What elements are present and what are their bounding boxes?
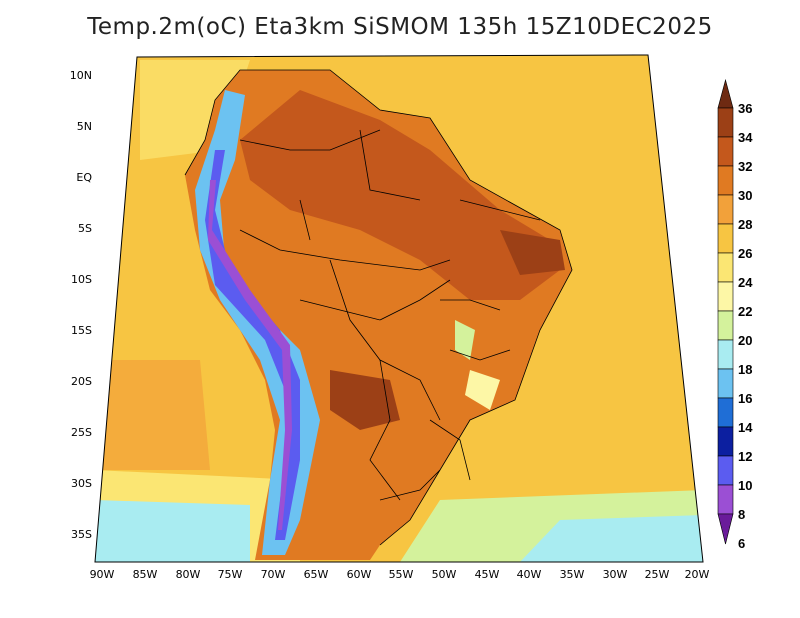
colorbar-label: 6 bbox=[738, 536, 745, 551]
lat-tick: 10S bbox=[71, 273, 92, 286]
lat-tick: 25S bbox=[71, 426, 92, 439]
colorbar-label: 16 bbox=[738, 391, 752, 406]
colorbar-label: 18 bbox=[738, 362, 752, 377]
colorbar-box bbox=[717, 107, 734, 138]
lon-tick: 40W bbox=[517, 568, 542, 581]
lon-tick: 35W bbox=[560, 568, 585, 581]
colorbar-box bbox=[717, 281, 734, 312]
lat-tick: 35S bbox=[71, 528, 92, 541]
lon-tick: 65W bbox=[304, 568, 329, 581]
colorbar-label: 12 bbox=[738, 449, 752, 464]
colorbar-box bbox=[717, 194, 734, 225]
colorbar-box bbox=[717, 368, 734, 399]
colorbar-label: 32 bbox=[738, 159, 752, 174]
colorbar-box bbox=[717, 397, 734, 428]
colorbar-label: 8 bbox=[738, 507, 745, 522]
colorbar-box bbox=[717, 455, 734, 486]
colorbar-box bbox=[717, 136, 734, 167]
lon-tick: 70W bbox=[261, 568, 286, 581]
colorbar-box bbox=[717, 165, 734, 196]
lat-tick: 30S bbox=[71, 477, 92, 490]
colorbar-label: 20 bbox=[738, 333, 752, 348]
colorbar-box bbox=[717, 223, 734, 254]
temperature-field bbox=[95, 55, 703, 562]
lat-ticks: 10N 5N EQ 5S 10S 15S 20S 25S 30S 35S bbox=[70, 69, 93, 541]
lat-tick: 20S bbox=[71, 375, 92, 388]
map-title: Temp.2m(oC) Eta3km SiSMOM 135h 15Z10DEC2… bbox=[87, 14, 713, 40]
lon-tick: 30W bbox=[603, 568, 628, 581]
lat-tick: 5N bbox=[77, 120, 92, 133]
colorbar-box bbox=[717, 426, 734, 457]
colorbar-label: 22 bbox=[738, 304, 752, 319]
colorbar-label: 36 bbox=[738, 101, 752, 116]
lon-tick: 55W bbox=[389, 568, 414, 581]
colorbar-label: 24 bbox=[738, 275, 753, 290]
colorbar: 36 34 32 30 28 26 24 22 20 18 16 14 12 10 8 6 bbox=[717, 78, 753, 551]
colorbar-box bbox=[717, 310, 734, 341]
map-frame bbox=[94, 54, 704, 563]
colorbar-label: 34 bbox=[738, 130, 753, 145]
lat-tick: 10N bbox=[70, 69, 92, 82]
lon-tick: 80W bbox=[176, 568, 201, 581]
lon-tick: 90W bbox=[90, 568, 115, 581]
borders bbox=[184, 69, 573, 546]
lon-ticks: 90W 85W 80W 75W 70W 65W 60W 55W 50W 45W … bbox=[90, 568, 710, 581]
lon-tick: 85W bbox=[133, 568, 158, 581]
colorbar-top-arrow bbox=[717, 78, 734, 109]
colorbar-box bbox=[717, 252, 734, 283]
lon-tick: 25W bbox=[645, 568, 670, 581]
colorbar-label: 30 bbox=[738, 188, 752, 203]
lat-tick: EQ bbox=[76, 171, 92, 184]
colorbar-bottom-arrow bbox=[717, 513, 734, 545]
lat-tick: 5S bbox=[78, 222, 92, 235]
colorbar-label: 26 bbox=[738, 246, 752, 261]
lon-tick: 20W bbox=[685, 568, 710, 581]
colorbar-label: 28 bbox=[738, 217, 752, 232]
colorbar-box bbox=[717, 484, 734, 515]
colorbar-box bbox=[717, 339, 734, 370]
colorbar-label: 10 bbox=[738, 478, 752, 493]
lon-tick: 50W bbox=[432, 568, 457, 581]
lon-tick: 60W bbox=[347, 568, 372, 581]
lat-tick: 15S bbox=[71, 324, 92, 337]
colorbar-label: 14 bbox=[738, 420, 753, 435]
lon-tick: 45W bbox=[475, 568, 500, 581]
lon-tick: 75W bbox=[218, 568, 243, 581]
